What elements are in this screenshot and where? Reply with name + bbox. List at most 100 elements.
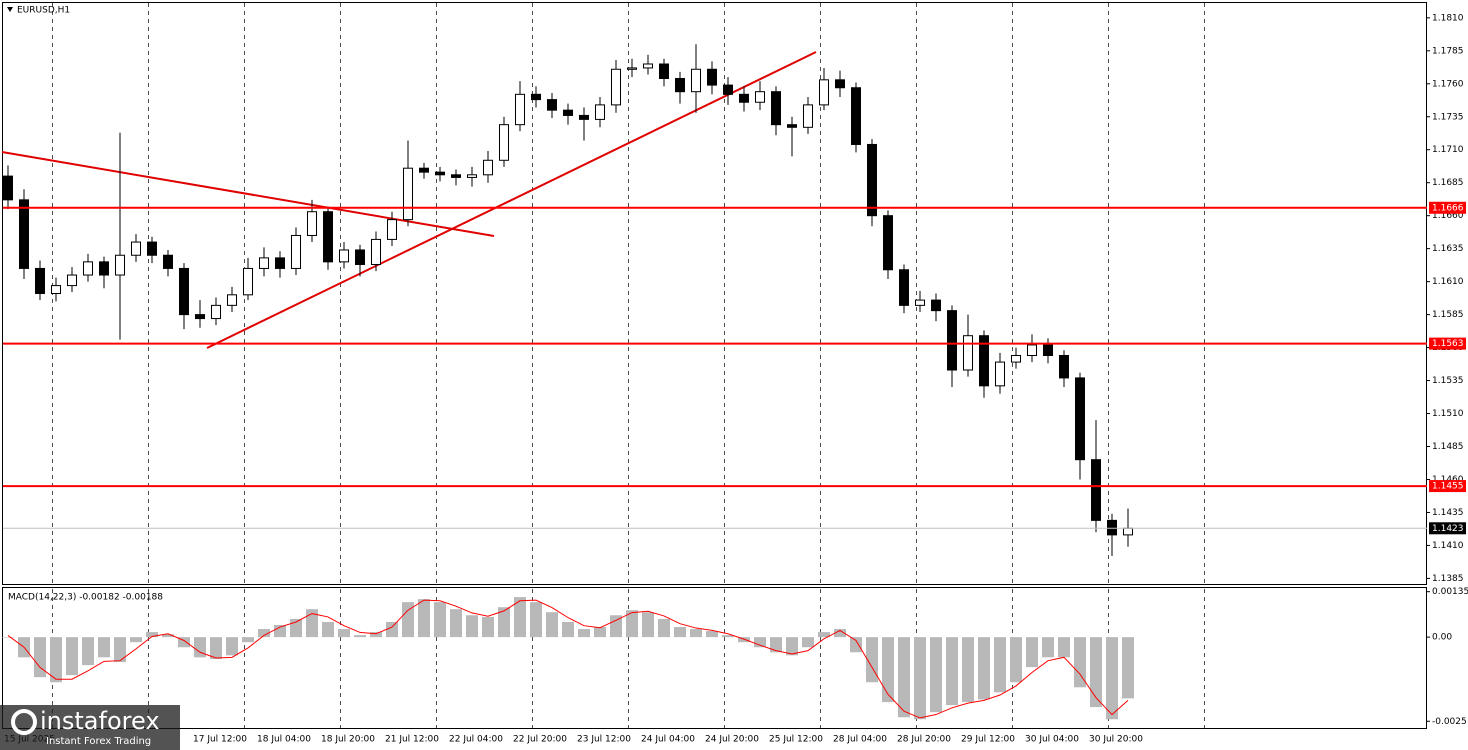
y-tick-label: 1.1435 — [1432, 508, 1464, 518]
macd-bar — [946, 637, 958, 706]
macd-panel — [2, 587, 1427, 729]
macd-bar — [386, 621, 398, 638]
candle-body — [947, 310, 957, 371]
macd-bar — [290, 618, 302, 638]
macd-bar — [226, 637, 238, 656]
candle-body — [483, 159, 493, 176]
y-tick-label: 1.1460 — [1432, 475, 1464, 485]
y-tick-label: 1.1710 — [1432, 145, 1464, 155]
candle-body — [723, 84, 733, 95]
candle-body — [611, 68, 621, 106]
candle-body — [755, 91, 765, 103]
level-box — [1429, 337, 1466, 350]
macd-y-tick-label: -0.0025 — [1432, 717, 1467, 727]
macd-bar — [898, 637, 910, 718]
candle-body — [883, 215, 893, 271]
candle-body — [387, 219, 397, 240]
candle-body — [803, 104, 813, 128]
macd-bar — [978, 637, 990, 700]
candle-body — [867, 143, 877, 217]
x-tick-label: 18 Jul 20:00 — [321, 735, 375, 745]
candle-body — [339, 249, 349, 263]
macd-bar — [754, 637, 766, 648]
candle-body — [1043, 344, 1053, 356]
macd-bar — [1090, 637, 1102, 708]
candle-body — [931, 299, 941, 312]
macd-bar — [1122, 637, 1134, 699]
candle-body — [355, 249, 365, 265]
candle-body — [1123, 527, 1133, 536]
x-tick-label: 21 Jul 12:00 — [385, 735, 439, 745]
macd-bar — [994, 637, 1006, 693]
macd-bar — [770, 637, 782, 653]
candle-body — [499, 124, 509, 161]
macd-bar — [194, 637, 206, 658]
candle-body — [147, 241, 157, 256]
macd-bar — [626, 610, 638, 638]
macd-bar — [242, 637, 254, 643]
candle-body — [243, 267, 253, 296]
macd-bar — [178, 637, 190, 648]
menu-arrow[interactable] — [7, 7, 13, 12]
macd-bar — [610, 615, 622, 638]
macd-bar — [594, 627, 606, 638]
candle-body — [771, 91, 781, 126]
macd-bar — [930, 637, 942, 713]
candle-body — [979, 335, 989, 387]
x-tick-label: 18 Jul 04:00 — [257, 735, 311, 745]
candle-body — [211, 304, 221, 320]
macd-bar — [210, 637, 222, 660]
macd-signal — [7, 599, 1129, 719]
candle-body — [467, 174, 477, 178]
y-tick-label: 1.1585 — [1432, 310, 1464, 320]
candle-body — [179, 267, 189, 316]
candle-body — [739, 93, 749, 103]
level-label: 1.1666 — [1432, 203, 1464, 213]
y-tick-label: 1.1735 — [1432, 112, 1464, 122]
macd-bar — [50, 637, 62, 683]
macd-bar — [82, 637, 94, 666]
candle-body — [563, 109, 573, 116]
candle-body — [643, 63, 653, 69]
candle-body — [627, 67, 637, 70]
x-tick-label: 22 Jul 20:00 — [513, 735, 567, 745]
candle-body — [547, 99, 557, 111]
y-tick-label: 1.1485 — [1432, 442, 1464, 452]
macd-bar — [546, 612, 558, 638]
macd-bar — [498, 607, 510, 638]
macd-bar — [786, 637, 798, 656]
macd-bar — [114, 637, 126, 663]
macd-bar — [450, 609, 462, 638]
candle-body — [259, 257, 269, 269]
x-tick-label: 28 Jul 20:00 — [897, 735, 951, 745]
candle-body — [35, 267, 45, 294]
candle-body — [1011, 354, 1021, 363]
level-box — [1429, 480, 1466, 493]
candle-body — [995, 361, 1005, 387]
macd-bar — [674, 627, 686, 638]
trendline — [1, 151, 495, 237]
candle-body — [787, 124, 797, 128]
candle-body — [195, 314, 205, 320]
macd-bar — [1010, 637, 1022, 683]
macd-bar — [274, 625, 286, 638]
macd-y-tick-label: 0.00 — [1432, 633, 1452, 643]
macd-bar — [1026, 637, 1038, 668]
macd-bar — [658, 618, 670, 638]
candle-body — [451, 174, 461, 178]
macd-bar — [306, 609, 318, 638]
candle-body — [131, 241, 141, 256]
watermark-logo — [11, 709, 37, 735]
x-tick-label: 22 Jul 04:00 — [449, 735, 503, 745]
candle-body — [691, 68, 701, 93]
candle-body — [227, 294, 237, 306]
macd-bar — [1042, 637, 1054, 658]
y-tick-label: 1.1660 — [1432, 211, 1464, 221]
macd-bar — [322, 621, 334, 638]
candle-body — [3, 175, 13, 201]
macd-bar — [402, 602, 414, 638]
candle-body — [99, 261, 109, 276]
candle-body — [307, 211, 317, 236]
watermark-tagline: Instant Forex Trading — [46, 736, 151, 747]
